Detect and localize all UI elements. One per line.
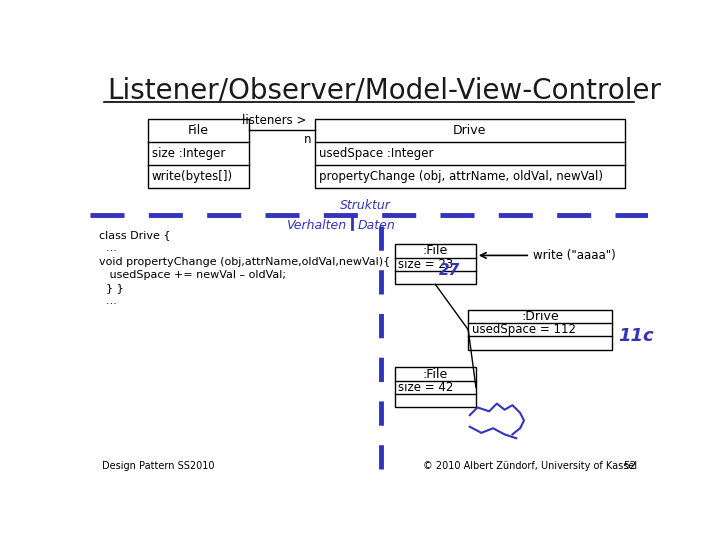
Bar xyxy=(395,367,476,408)
Text: Daten: Daten xyxy=(357,219,395,232)
Text: class Drive {: class Drive { xyxy=(99,231,171,240)
Bar xyxy=(148,119,249,188)
Text: write ("aaaa"): write ("aaaa") xyxy=(533,249,616,262)
Text: write(bytes[]): write(bytes[]) xyxy=(152,170,233,183)
Text: size = 42: size = 42 xyxy=(398,381,454,394)
Text: :File: :File xyxy=(423,368,448,381)
Text: ...: ... xyxy=(99,296,117,306)
Text: :Drive: :Drive xyxy=(521,310,559,323)
Text: Verhalten: Verhalten xyxy=(286,219,346,232)
Text: void propertyChange (obj,attrName,oldVal,newVal){: void propertyChange (obj,attrName,oldVal… xyxy=(99,256,390,267)
Text: usedSpace += newVal – oldVal;: usedSpace += newVal – oldVal; xyxy=(99,269,287,280)
Text: size = 23: size = 23 xyxy=(398,258,454,271)
Text: 11c: 11c xyxy=(618,327,654,345)
Text: Struktur: Struktur xyxy=(340,199,390,212)
Text: © 2010 Albert Zündorf, University of Kassel: © 2010 Albert Zündorf, University of Kas… xyxy=(423,461,637,471)
Text: } }: } } xyxy=(99,283,124,293)
Text: usedSpace = 112: usedSpace = 112 xyxy=(472,323,576,336)
Bar xyxy=(468,309,611,350)
Text: propertyChange (obj, attrName, oldVal, newVal): propertyChange (obj, attrName, oldVal, n… xyxy=(319,170,603,183)
Text: usedSpace :Integer: usedSpace :Integer xyxy=(319,147,433,160)
Text: 52: 52 xyxy=(623,461,636,471)
Text: File: File xyxy=(188,124,209,137)
Text: listeners >: listeners > xyxy=(242,114,306,127)
Text: size :Integer: size :Integer xyxy=(152,147,225,160)
Text: Drive: Drive xyxy=(453,124,487,137)
Bar xyxy=(315,119,625,188)
Text: Listener/Observer/Model-View-Controler: Listener/Observer/Model-View-Controler xyxy=(107,76,661,104)
Text: 27: 27 xyxy=(438,262,460,278)
Text: n: n xyxy=(304,132,312,146)
Text: ...: ... xyxy=(99,244,117,253)
Text: Design Pattern SS2010: Design Pattern SS2010 xyxy=(102,461,214,471)
Bar xyxy=(395,244,476,284)
Text: :File: :File xyxy=(423,245,448,258)
